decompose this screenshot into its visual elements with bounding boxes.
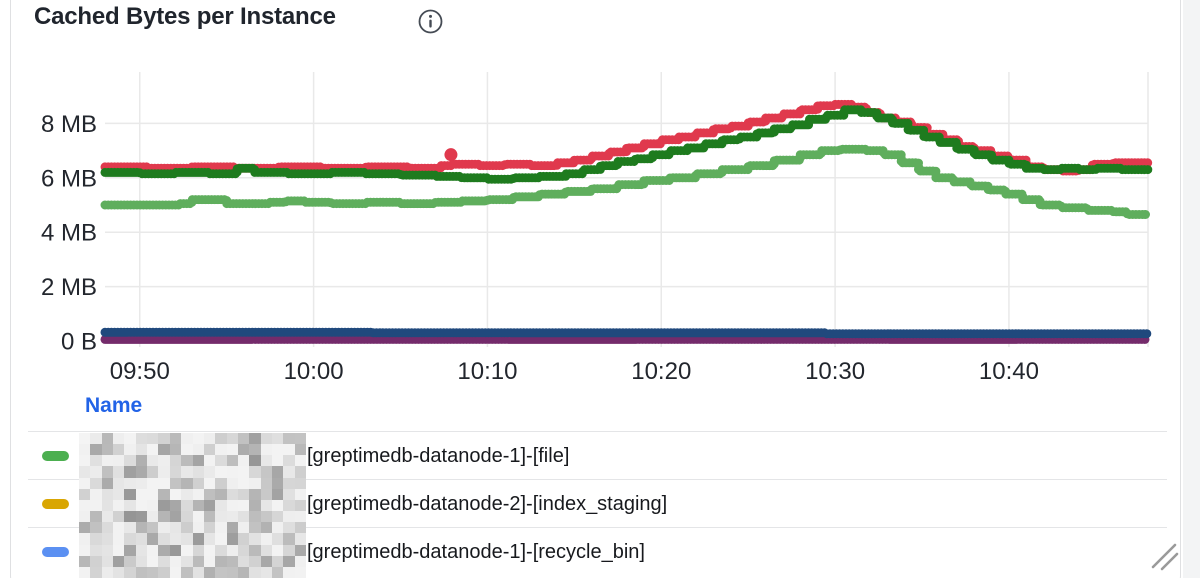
x-axis-tick-label: 10:40 <box>979 358 1039 385</box>
chart-series-series_light_green[interactable] <box>100 144 1153 219</box>
series-label[interactable]: [greptimedb-datanode-2]-[index_staging] <box>307 493 668 515</box>
info-icon[interactable] <box>417 8 444 35</box>
series-label[interactable]: [greptimedb-datanode-1]-[recycle_bin] <box>307 541 645 563</box>
page-background <box>1183 0 1200 578</box>
legend-row[interactable]: [greptimedb-datanode-2]-[index_staging] <box>10 480 1170 528</box>
x-axis-tick-label: 10:20 <box>631 358 691 385</box>
chart-series-series_dark_green[interactable] <box>100 105 1153 184</box>
x-axis-tick-label: 10:00 <box>284 358 344 385</box>
chart-series-series_navy[interactable] <box>100 327 1153 339</box>
resize-handle[interactable] <box>1146 538 1182 574</box>
panel-title: Cached Bytes per Instance <box>34 3 336 30</box>
row-divider <box>28 527 1167 528</box>
series-color-swatch[interactable] <box>42 499 69 509</box>
series-color-swatch[interactable] <box>42 451 69 461</box>
outlier-point[interactable] <box>444 148 458 162</box>
y-axis-tick-label: 8 MB <box>41 111 97 138</box>
redacted-text-blur <box>79 433 306 578</box>
x-axis-tick-label: 10:30 <box>805 358 865 385</box>
y-axis-tick-label: 4 MB <box>41 220 97 247</box>
row-divider <box>28 479 1167 480</box>
x-axis-tick-label: 09:50 <box>110 358 170 385</box>
legend-column-header-name[interactable]: Name <box>85 394 143 417</box>
y-axis-tick-label: 6 MB <box>41 165 97 192</box>
legend-row[interactable]: [greptimedb-datanode-1]-[recycle_bin] <box>10 528 1170 576</box>
y-axis-tick-label: 2 MB <box>41 274 97 301</box>
y-axis-tick-label: 0 B <box>61 329 97 356</box>
series-label[interactable]: [greptimedb-datanode-1]-[file] <box>307 445 570 467</box>
legend-row[interactable]: [greptimedb-datanode-1]-[file] <box>10 432 1170 480</box>
row-divider <box>28 431 1167 432</box>
x-axis-tick-label: 10:10 <box>457 358 517 385</box>
series-color-swatch[interactable] <box>42 547 69 557</box>
